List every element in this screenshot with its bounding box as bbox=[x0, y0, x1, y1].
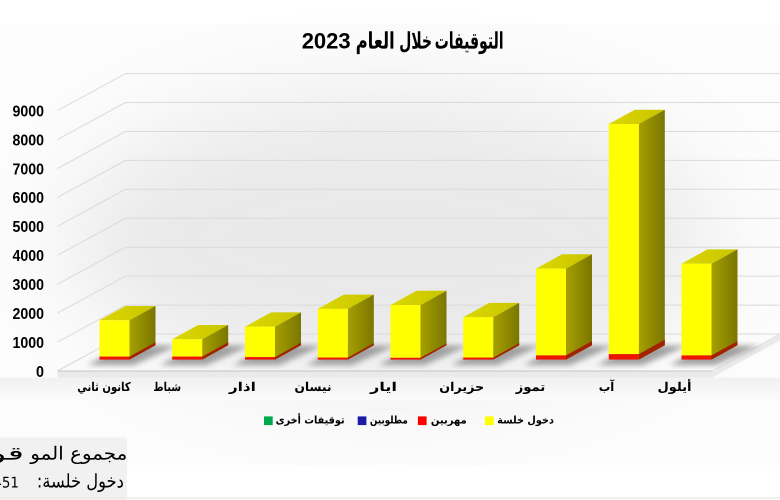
svg-text:5000: 5000 bbox=[13, 219, 45, 236]
svg-text:8000: 8000 bbox=[13, 132, 45, 149]
svg-text:4000: 4000 bbox=[13, 248, 45, 265]
svg-text:3000: 3000 bbox=[13, 277, 45, 294]
svg-text:6000: 6000 bbox=[13, 190, 45, 207]
svg-text:0: 0 bbox=[36, 364, 44, 381]
svg-text:9000: 9000 bbox=[13, 103, 45, 120]
svg-text:2023: 2023 bbox=[302, 29, 351, 54]
svg-text:7000: 7000 bbox=[13, 161, 45, 178]
svg-text:1000: 1000 bbox=[13, 335, 45, 352]
svg-text:2000: 2000 bbox=[13, 306, 45, 323]
